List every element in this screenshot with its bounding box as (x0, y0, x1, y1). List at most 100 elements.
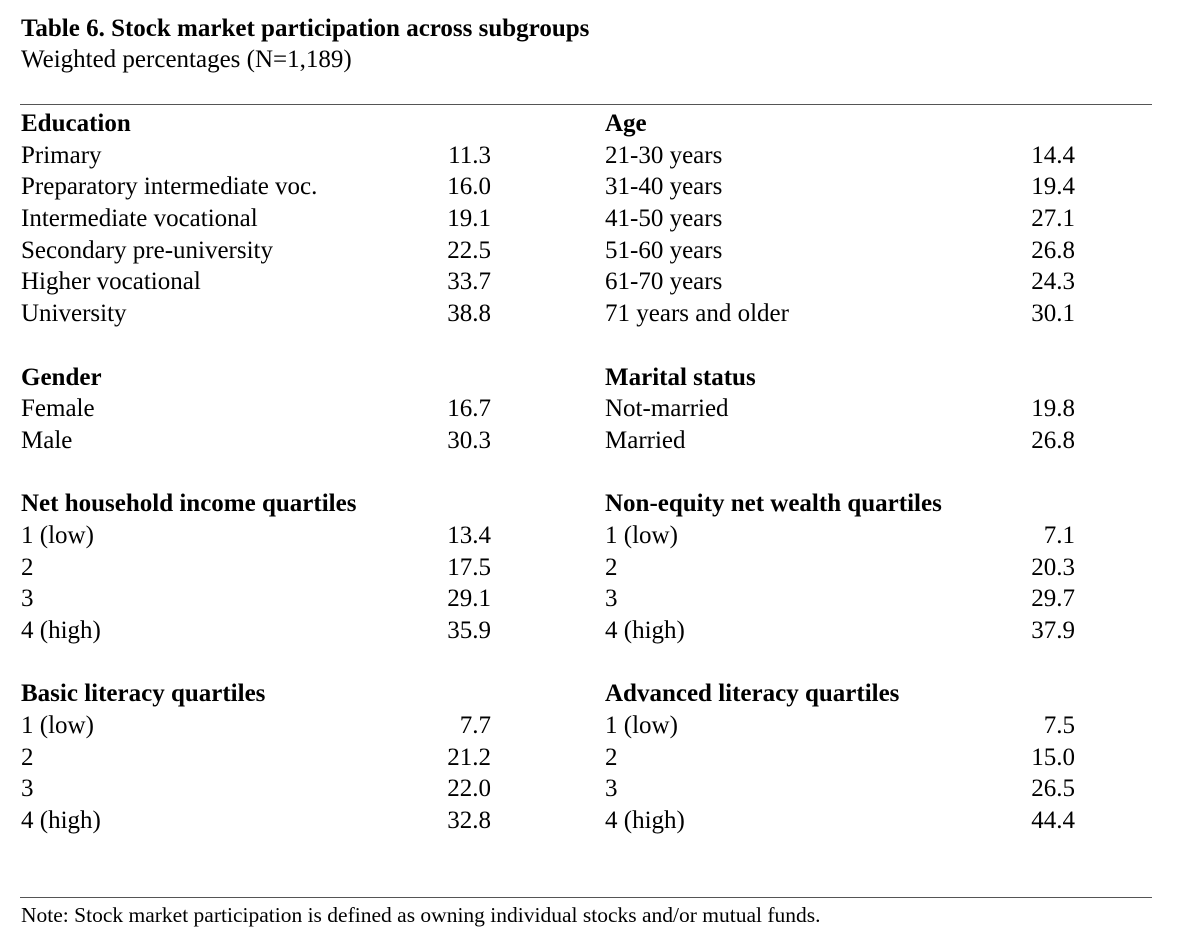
table-row: Primary 11.3 (21, 140, 491, 172)
row-value: 14.4 (1031, 141, 1075, 169)
row-label: Primary (21, 141, 102, 169)
row-label: 4 (high) (21, 807, 101, 835)
top-rule (20, 104, 1152, 105)
table-subtitle: Weighted percentages (N=1,189) (21, 46, 352, 73)
table-row: Male 30.3 (21, 425, 491, 457)
subgroup-block-gender: Gender Female 16.7 Male 30.3 (21, 362, 491, 457)
row-label: 2 (605, 743, 618, 771)
row-value: 7.1 (1043, 521, 1075, 549)
row-label: 51-60 years (605, 236, 723, 264)
row-label: Male (21, 426, 73, 454)
row-value: 26.8 (1031, 426, 1075, 454)
row-value: 38.8 (447, 300, 491, 328)
table-row: Not-married 19.8 (605, 393, 1075, 425)
subgroup-heading: Basic literacy quartiles (21, 680, 266, 708)
table-row: 31-40 years 19.4 (605, 171, 1075, 203)
row-label: 71 years and older (605, 300, 789, 328)
row-label: 3 (605, 585, 618, 613)
row-value: 19.8 (1031, 395, 1075, 423)
row-value: 35.9 (447, 617, 491, 644)
row-value: 26.5 (1031, 775, 1075, 803)
table-row: 2 17.5 (21, 552, 491, 584)
row-label: 3 (605, 775, 618, 803)
row-label: Married (605, 426, 686, 454)
row-value: 16.7 (447, 395, 491, 423)
table-row: University 38.8 (21, 298, 491, 330)
row-value: 22.0 (447, 775, 491, 803)
row-label: 2 (21, 743, 34, 771)
subgroup-block-advanced-literacy: Advanced literacy quartiles 1 (low) 7.5 2… (605, 678, 1075, 836)
subgroup-block-age: Age 21-30 years 14.4 31-40 years 19.4 41-5… (605, 108, 1075, 330)
row-value: 17.5 (447, 553, 491, 581)
row-label: Secondary pre-university (21, 236, 274, 264)
row-value: 11.3 (448, 141, 491, 169)
row-value: 15.0 (1031, 743, 1075, 771)
subgroup-heading: Marital status (605, 363, 756, 391)
row-value: 30.3 (447, 426, 491, 454)
table-row: 41-50 years 27.1 (605, 203, 1075, 235)
table-row: 2 21.2 (21, 742, 491, 774)
row-label: 1 (low) (605, 521, 678, 549)
table-row: 71 years and older 30.1 (605, 298, 1075, 330)
row-label: 61-70 years (605, 268, 723, 296)
table-row: 3 22.0 (21, 773, 491, 805)
table-row: 1 (low) 7.7 (21, 710, 491, 742)
row-value: 16.0 (447, 173, 491, 201)
table-row: Preparatory intermediate voc. 16.0 (21, 171, 491, 203)
subgroup-heading: Age (605, 110, 647, 137)
row-value: 33.7 (447, 268, 491, 296)
row-value: 7.7 (459, 712, 491, 740)
table-title: Table 6. Stock market participation acro… (21, 15, 590, 42)
table-row: 51-60 years 26.8 (605, 235, 1075, 267)
row-label: Preparatory intermediate voc. (21, 173, 318, 201)
left-column: Education Primary 11.3 Preparatory interm… (21, 108, 491, 837)
table-row: Higher vocational 33.7 (21, 266, 491, 298)
row-label: 1 (low) (21, 521, 94, 549)
subgroup-heading: Non-equity net wealth quartiles (605, 490, 942, 518)
row-label: Not-married (605, 395, 729, 423)
table-row: 21-30 years 14.4 (605, 140, 1075, 172)
table-row: Secondary pre-university 22.5 (21, 235, 491, 267)
subgroup-block-marital-status: Marital status Not-married 19.8 Married 26… (605, 362, 1075, 457)
row-label: 3 (21, 585, 34, 613)
subgroup-block-education: Education Primary 11.3 Preparatory interm… (21, 108, 491, 330)
subgroup-heading: Advanced literacy quartiles (605, 680, 900, 708)
table-row: 4 (high) 35.9 (21, 615, 491, 647)
row-value: 30.1 (1031, 300, 1075, 328)
row-label: 4 (high) (605, 617, 685, 644)
table-row: 1 (low) 7.1 (605, 520, 1075, 552)
table-row: 3 29.1 (21, 583, 491, 615)
row-value: 7.5 (1043, 712, 1075, 740)
row-value: 32.8 (447, 807, 491, 835)
row-label: 3 (21, 775, 34, 803)
subgroup-heading: Gender (21, 363, 102, 391)
table-row: 4 (high) 37.9 (605, 615, 1075, 647)
subgroup-heading: Net household income quartiles (21, 490, 357, 518)
table-row: 1 (low) 13.4 (21, 520, 491, 552)
row-label: 4 (high) (21, 617, 101, 644)
bottom-rule (20, 897, 1152, 898)
table-row: Married 26.8 (605, 425, 1075, 457)
row-label: University (21, 300, 127, 328)
row-label: 21-30 years (605, 141, 723, 169)
row-label: 1 (low) (605, 712, 678, 740)
row-value: 44.4 (1031, 807, 1075, 835)
table-row: 2 15.0 (605, 742, 1075, 774)
row-value: 37.9 (1031, 617, 1075, 644)
row-value: 26.8 (1031, 236, 1075, 264)
row-label: 2 (21, 553, 34, 581)
row-value: 29.7 (1031, 585, 1075, 613)
table-row: 2 20.3 (605, 552, 1075, 584)
table-row: 61-70 years 24.3 (605, 266, 1075, 298)
row-label: 2 (605, 553, 618, 581)
row-label: Female (21, 395, 95, 423)
row-value: 19.4 (1031, 173, 1075, 201)
row-value: 27.1 (1031, 205, 1075, 233)
table-row: 3 26.5 (605, 773, 1075, 805)
row-label: Higher vocational (21, 268, 201, 296)
table-note: Note: Stock market participation is defi… (21, 903, 821, 927)
right-column: Age 21-30 years 14.4 31-40 years 19.4 41-5… (605, 108, 1075, 837)
table-row: 4 (high) 32.8 (21, 805, 491, 837)
table-row: Female 16.7 (21, 393, 491, 425)
row-value: 21.2 (447, 743, 491, 771)
